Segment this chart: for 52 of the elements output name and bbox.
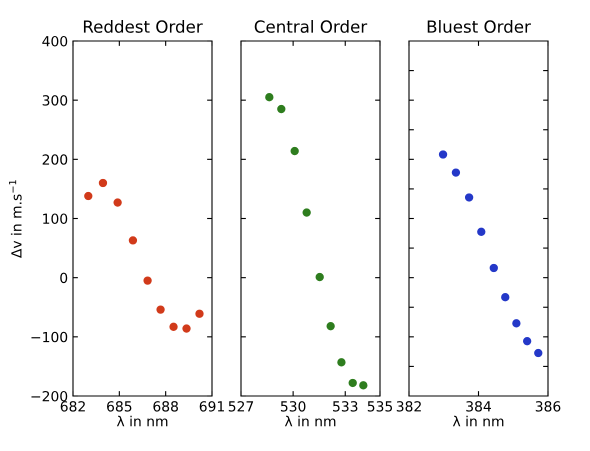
y-tick-label: −200 (31, 390, 68, 402)
x-tick-label: 688 (153, 401, 178, 412)
point (452, 168, 460, 177)
point (195, 310, 204, 318)
point (477, 228, 486, 236)
x-tick-label: 382 (396, 401, 421, 412)
point (143, 276, 152, 285)
point (512, 319, 521, 328)
point (534, 348, 542, 358)
point (464, 193, 474, 202)
y-tick-label: 100 (43, 213, 68, 224)
x-tick-label: 386 (536, 401, 560, 412)
point (265, 93, 274, 102)
chart-title: Bluest Order (428, 20, 531, 33)
point (84, 192, 92, 200)
point (290, 146, 299, 156)
x-tick-label: 384 (466, 401, 491, 412)
point (156, 305, 165, 314)
point (522, 337, 532, 346)
y-tick-label: 400 (42, 36, 68, 46)
chart-title: Central Order (254, 20, 368, 33)
y-axis-title: Δv in m.s$^{−1}$ (9, 180, 22, 258)
chart-title: Reddest Order (84, 20, 203, 33)
point (501, 293, 510, 302)
point (98, 178, 108, 188)
point (113, 198, 122, 207)
y-tick-label: 200 (42, 154, 68, 165)
x-axis-title: λ in nm (284, 416, 336, 426)
x-tick-label: 535 (368, 401, 392, 412)
point (359, 381, 368, 390)
point (337, 358, 346, 366)
point (326, 322, 335, 330)
point (302, 208, 311, 217)
x-tick-label: 527 (228, 401, 254, 412)
x-tick-label: 533 (333, 401, 358, 412)
point (169, 322, 178, 331)
x-axis-title: λ in nm (452, 416, 504, 426)
x-tick-label: 530 (280, 401, 306, 412)
x-tick-label: 691 (200, 401, 224, 412)
y-tick-label: −100 (31, 332, 68, 342)
point (348, 378, 357, 388)
y-tick-label: 300 (42, 95, 68, 106)
point (128, 236, 138, 245)
point (277, 104, 286, 114)
point (182, 324, 191, 333)
point (438, 150, 448, 159)
point (490, 264, 498, 272)
x-tick-label: 682 (60, 401, 85, 412)
x-tick-label: 685 (107, 401, 132, 412)
y-tick-label: 0 (60, 272, 68, 284)
point (316, 272, 324, 282)
x-axis-title: λ in nm (116, 416, 168, 426)
